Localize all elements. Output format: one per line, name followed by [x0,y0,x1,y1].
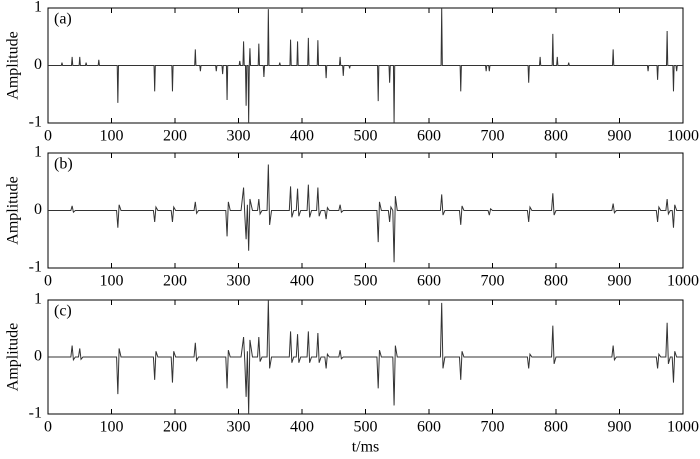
x-tick-label: 800 [544,273,568,290]
x-tick-label: 400 [290,273,314,290]
y-tick-label: 1 [34,291,42,308]
x-tick-label: 600 [417,273,441,290]
y-tick-label: 1 [34,144,42,161]
x-tick-label: 800 [544,419,568,436]
y-tick-label: -1 [29,405,42,422]
x-tick-label: 200 [163,273,187,290]
panel-label: (a) [54,11,72,28]
x-tick-label: 100 [100,273,124,290]
x-tick-label: 500 [354,128,378,145]
x-tick-label: 600 [417,128,441,145]
y-tick-label: 0 [34,348,42,365]
x-tick-label: 0 [44,419,52,436]
x-tick-label: 1000 [667,273,699,290]
x-tick-label: 400 [290,128,314,145]
x-axis-label: t/ms [352,439,380,456]
y-tick-label: 1 [34,0,42,16]
y-axis-label: Amplitude [5,31,22,99]
y-tick-label: -1 [29,114,42,131]
x-tick-label: 1000 [667,128,699,145]
panel-label: (b) [54,156,73,173]
x-tick-label: 900 [608,273,632,290]
x-tick-label: 900 [608,419,632,436]
x-tick-label: 700 [481,273,505,290]
x-tick-label: 800 [544,128,568,145]
panel-label: (c) [54,303,72,320]
x-tick-label: 400 [290,419,314,436]
x-tick-label: 0 [44,128,52,145]
x-tick-label: 500 [354,419,378,436]
x-tick-label: 200 [163,419,187,436]
y-tick-label: 0 [34,201,42,218]
x-tick-label: 300 [227,128,251,145]
x-tick-label: 100 [100,419,124,436]
x-tick-label: 300 [227,419,251,436]
y-tick-label: -1 [29,259,42,276]
x-tick-label: 200 [163,128,187,145]
x-tick-label: 1000 [667,419,699,436]
x-tick-label: 500 [354,273,378,290]
signal-line [48,164,683,263]
signal-line [48,7,683,124]
x-tick-label: 700 [481,419,505,436]
x-tick-label: 600 [417,419,441,436]
x-tick-label: 300 [227,273,251,290]
signal-line [48,299,683,415]
x-tick-label: 700 [481,128,505,145]
x-tick-label: 0 [44,273,52,290]
x-tick-label: 100 [100,128,124,145]
y-tick-label: 0 [34,56,42,73]
x-tick-label: 900 [608,128,632,145]
y-axis-label: Amplitude [5,176,22,244]
y-axis-label: Amplitude [5,323,22,391]
